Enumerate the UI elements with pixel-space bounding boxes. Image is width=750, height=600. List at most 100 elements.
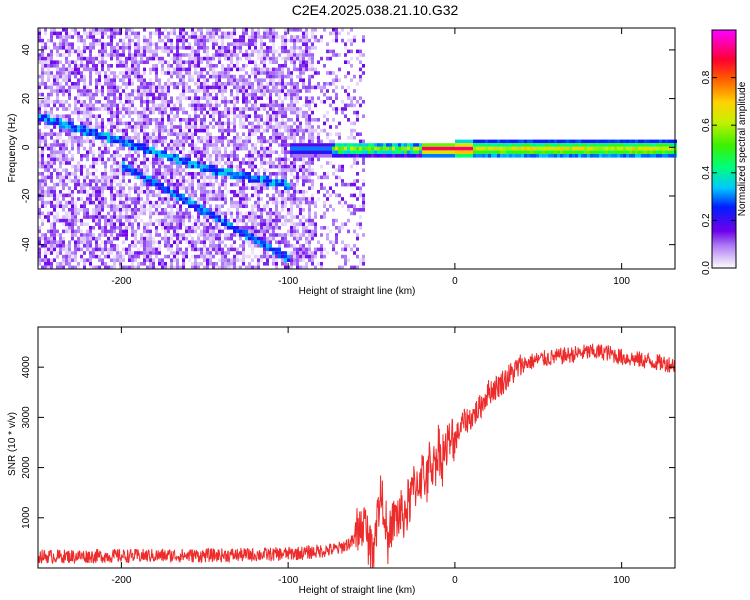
heatmap-cell [233,128,236,133]
heatmap-cell [143,132,146,136]
heatmap-cell [437,150,440,154]
heatmap-cell [98,136,101,140]
heatmap-cell [119,38,122,43]
heatmap-cell [410,143,413,147]
heatmap-cell [68,226,71,230]
heatmap-cell [230,200,233,205]
heatmap-cell [182,82,185,86]
heatmap-cell [92,128,95,133]
heatmap-cell [146,168,149,172]
heatmap-cell [170,262,173,266]
heatmap-cell [80,229,83,234]
heatmap-cell [107,92,110,97]
heatmap-cell [278,89,281,93]
heatmap-cell [113,139,116,144]
heatmap-cell [149,262,152,266]
heatmap-cell [140,182,143,187]
heatmap-cell [272,107,275,111]
heatmap-cell [257,182,260,187]
heatmap-cell [191,226,194,230]
heatmap-cell [203,89,206,93]
heatmap-cell [122,204,125,208]
heatmap-cell [389,143,392,147]
heatmap-cell [275,89,278,93]
heatmap-cell [188,161,191,165]
heatmap-cell [227,164,230,169]
heatmap-cell [479,154,482,158]
heatmap-cell [194,103,197,108]
heatmap-cell [116,110,119,115]
heatmap-cell [50,258,53,262]
heatmap-cell [398,146,401,151]
heatmap-cell [239,38,242,43]
heatmap-cell [41,222,44,226]
heatmap-cell [230,222,233,226]
heatmap-cell [128,125,131,129]
heatmap-cell [284,251,287,255]
heatmap-cell [227,42,230,46]
heatmap-cell [119,110,122,115]
heatmap-cell [317,240,320,244]
heatmap-cell [242,38,245,43]
heatmap-cell [56,125,59,129]
heatmap-cell [293,244,296,248]
heatmap-cell [311,118,314,122]
heatmap-cell [428,154,431,158]
heatmap-cell [281,197,284,201]
heatmap-cell [125,182,128,187]
heatmap-cell [245,103,248,108]
heatmap-cell [443,146,446,151]
heatmap-cell [308,179,311,183]
heatmap-cell [71,67,74,72]
heatmap-cell [362,100,365,104]
heatmap-cell [260,132,263,136]
heatmap-cell [110,53,113,57]
heatmap-cell [248,46,251,50]
heatmap-cell [215,226,218,230]
heatmap-cell [65,200,68,205]
heatmap-cell [170,56,173,61]
heatmap-cell [242,53,245,57]
heatmap-cell [215,236,218,241]
heatmap-cell [260,125,263,129]
heatmap-cell [308,49,311,54]
heatmap-cell [119,164,122,169]
heatmap-cell [290,60,293,64]
heatmap-cell [209,182,212,187]
heatmap-cell [71,71,74,75]
heatmap-cell [170,110,173,115]
heatmap-cell [311,262,314,266]
heatmap-cell [59,244,62,248]
heatmap-cell [89,107,92,111]
heatmap-cell [203,118,206,122]
heatmap-cell [233,31,236,36]
heatmap-cell [260,161,263,165]
heatmap-cell [68,161,71,165]
heatmap-cell [167,179,170,183]
heatmap-cell [101,200,104,205]
heatmap-cell [206,233,209,237]
heatmap-cell [245,96,248,100]
heatmap-cell [101,31,104,36]
heatmap-cell [47,229,50,234]
heatmap-cell [221,89,224,93]
heatmap-cell [293,143,296,147]
heatmap-cell [50,226,53,230]
heatmap-cell [314,265,317,270]
heatmap-cell [128,114,131,118]
heatmap-cell [185,251,188,255]
heatmap-cell [203,164,206,169]
heatmap-cell [317,71,320,75]
heatmap-cell [161,182,164,187]
heatmap-cell [131,128,134,133]
heatmap-cell [290,132,293,136]
heatmap-cell [116,139,119,144]
heatmap-cell [113,200,116,205]
heatmap-cell [299,254,302,259]
heatmap-cell [107,128,110,133]
heatmap-cell [377,154,380,158]
heatmap-cell [98,211,101,216]
heatmap-cell [320,215,323,219]
heatmap-cell [155,78,158,82]
heatmap-cell [284,233,287,237]
